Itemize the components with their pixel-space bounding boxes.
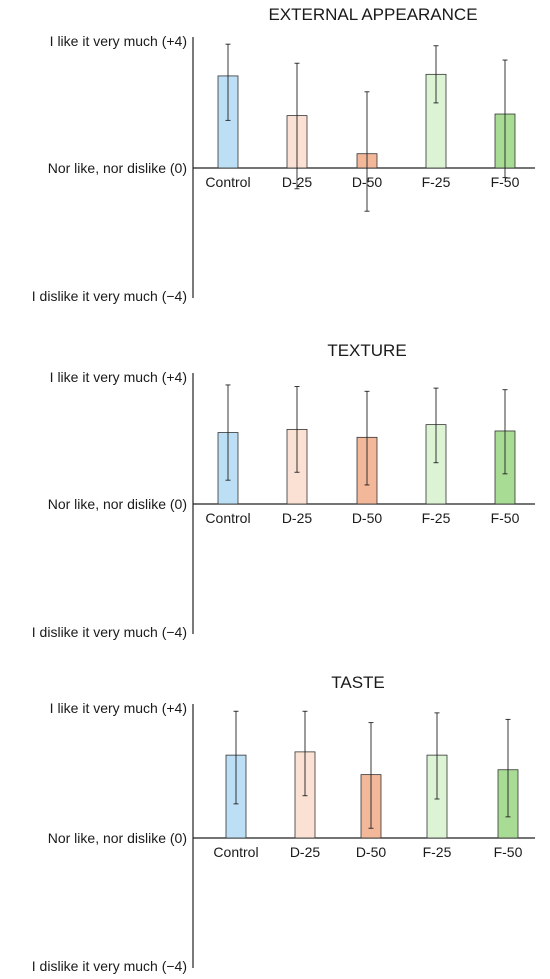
- chart-panel: EXTERNAL APPEARANCE I like it very much (…: [32, 5, 535, 304]
- x-tick-label: F-25: [423, 844, 452, 860]
- y-tick-label: Nor like, nor dislike (0): [48, 496, 187, 512]
- chart-panel: TASTE I like it very much (+4) Nor like, n…: [32, 673, 535, 974]
- chart-title: EXTERNAL APPEARANCE: [268, 5, 477, 24]
- chart-title: TEXTURE: [327, 341, 406, 360]
- y-tick-label: I dislike it very much (−4): [32, 958, 187, 974]
- x-tick-label: F-50: [494, 844, 523, 860]
- y-tick-label: I like it very much (+4): [50, 700, 187, 716]
- x-tick-label: Control: [213, 844, 258, 860]
- x-tick-label: D-25: [282, 510, 313, 526]
- x-tick-label: Control: [205, 510, 250, 526]
- y-tick-label: I dislike it very much (−4): [32, 288, 187, 304]
- chart-panel: TEXTURE I like it very much (+4) Nor like,…: [32, 341, 535, 640]
- x-tick-label: F-25: [422, 174, 451, 190]
- x-tick-label: D-50: [356, 844, 387, 860]
- y-tick-label: Nor like, nor dislike (0): [48, 830, 187, 846]
- x-tick-label: D-25: [290, 844, 321, 860]
- x-tick-label: D-25: [282, 174, 313, 190]
- y-tick-label: I dislike it very much (−4): [32, 624, 187, 640]
- x-tick-label: Control: [205, 174, 250, 190]
- x-tick-label: F-50: [491, 174, 520, 190]
- y-tick-label: I like it very much (+4): [50, 369, 187, 385]
- chart-title: TASTE: [331, 673, 385, 692]
- y-tick-label: I like it very much (+4): [50, 33, 187, 49]
- y-tick-label: Nor like, nor dislike (0): [48, 160, 187, 176]
- x-tick-label: D-50: [352, 510, 383, 526]
- x-tick-label: F-50: [491, 510, 520, 526]
- x-tick-label: D-50: [352, 174, 383, 190]
- x-tick-label: F-25: [422, 510, 451, 526]
